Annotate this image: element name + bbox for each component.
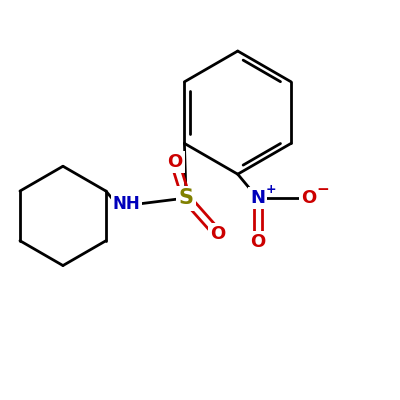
- Text: O: O: [250, 233, 265, 251]
- Text: −: −: [316, 182, 329, 197]
- Text: +: +: [265, 183, 276, 196]
- Text: S: S: [178, 188, 194, 208]
- Text: NH: NH: [113, 195, 140, 213]
- Text: O: O: [302, 189, 317, 207]
- Text: O: O: [167, 153, 182, 171]
- Text: N: N: [250, 189, 265, 207]
- Text: O: O: [210, 225, 226, 243]
